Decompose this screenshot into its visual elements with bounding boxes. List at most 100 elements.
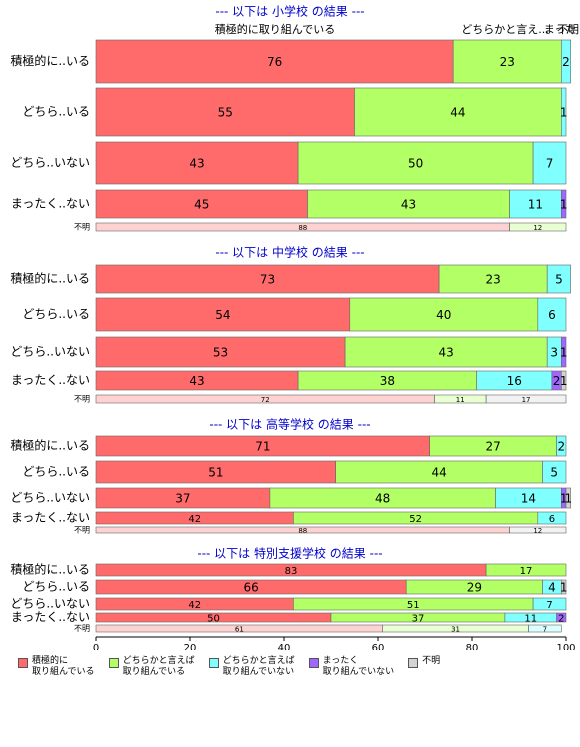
bar-segment [452,39,562,84]
value-label: 50 [207,614,220,625]
value-label: 37 [175,492,190,506]
value-label: 4 [548,581,556,595]
value-label: 53 [213,346,228,360]
bar-segment [537,297,567,332]
category-label: まったく..ない [11,511,90,525]
column-label: まった [544,23,577,36]
category-label: 積極的に..いる [10,271,90,286]
x-tick-label: 40 [278,643,291,650]
value-label: 44 [450,106,465,120]
value-label: 23 [486,273,501,287]
value-label: 48 [375,492,390,506]
bar-segment [509,222,567,232]
bar-segment [532,597,567,611]
bar-segment [560,87,567,137]
bar-segment [560,370,567,391]
legend-item: 積極的に 取り組んでいる [18,656,95,678]
x-tick-label: 0 [93,643,99,650]
x-tick-label: 60 [372,643,385,650]
category-label: 積極的に..いる [10,438,90,453]
value-label: 14 [521,492,536,506]
legend-item: どちらかと言えば 取り組んでいる [108,656,195,678]
value-label: 6 [549,514,555,525]
column-label: 不明 [557,23,579,36]
bar-segment [556,435,567,457]
category-label: 不明 [74,223,90,232]
value-label: 2 [562,55,570,69]
value-label: 61 [235,626,244,634]
value-label: 76 [267,55,282,69]
panel-title: --- 以下は 特別支援学校 の結果 --- [197,546,382,561]
bar-segment [560,189,567,219]
value-label: 50 [408,157,423,171]
value-label: 12 [533,224,542,232]
value-label: 38 [380,374,395,388]
panel-title: --- 以下は 中学校 の結果 --- [215,245,364,260]
value-label: 43 [189,374,204,388]
legend-swatch [408,658,419,668]
category-label: どちら..いない [10,156,90,170]
value-label: 27 [486,440,501,454]
category-label: まったく..ない [11,373,90,387]
bar-segment [560,39,571,84]
value-label: 6 [548,308,556,322]
category-label: まったく..ない [11,197,90,211]
bar-segment [537,511,567,525]
value-label: 45 [194,198,209,212]
value-label: 23 [500,55,515,69]
value-label: 1 [560,581,568,595]
value-label: 1 [560,198,568,212]
value-label: 88 [298,224,307,232]
panel-title: --- 以下は 小学校 の結果 --- [215,4,364,19]
value-label: 71 [255,440,270,454]
value-label: 2 [553,374,561,388]
x-tick-label: 80 [466,643,479,650]
bar-segment [349,297,539,332]
bar-segment [297,141,534,185]
value-label: 66 [243,581,258,595]
value-label: 2 [558,614,564,625]
value-label: 1 [560,346,568,360]
bar-segment [307,189,510,219]
bar-segment [95,141,299,185]
value-label: 42 [188,514,201,525]
value-label: 17 [520,566,533,577]
value-label: 1 [560,374,568,388]
value-label: 43 [401,198,416,212]
value-label: 11 [528,198,543,212]
value-label: 7 [546,157,554,171]
bar-segment [546,264,572,294]
bar-segment [438,264,548,294]
bar-segment [556,612,567,623]
bar-segment [542,460,567,484]
value-label: 37 [412,614,425,625]
legend: 積極的に 取り組んでいる どちらかと言えば 取り組んでいる どちらかと言えば 取り組… [18,656,440,678]
category-label: どちら..いない [10,345,90,359]
value-label: 72 [261,396,270,404]
x-tick-label: 100 [556,643,575,650]
bar-segment [532,141,567,185]
category-label: どちら..いる [22,105,90,119]
value-label: 5 [550,466,558,480]
value-label: 1 [560,492,568,506]
category-label: まったく..ない [11,610,90,624]
category-label: 積極的に..いる [10,53,90,68]
legend-label: 不明 [422,656,441,666]
value-label: 16 [507,374,522,388]
category-label: どちら..いる [22,580,90,594]
value-label: 40 [436,308,451,322]
value-label: 43 [189,157,204,171]
value-label: 43 [439,346,454,360]
bar-segment [95,87,355,137]
category-label: 不明 [74,395,90,404]
category-label: 不明 [74,624,90,633]
category-label: どちら..いる [22,465,90,479]
value-label: 7 [546,600,552,611]
x-tick-label: 20 [184,643,197,650]
bar-segment [95,264,440,294]
value-label: 17 [522,396,531,404]
column-label: どちらかと言え... [461,23,549,36]
bar-segment [560,336,567,368]
legend-label: まったく 取り組んでいない [322,656,395,677]
